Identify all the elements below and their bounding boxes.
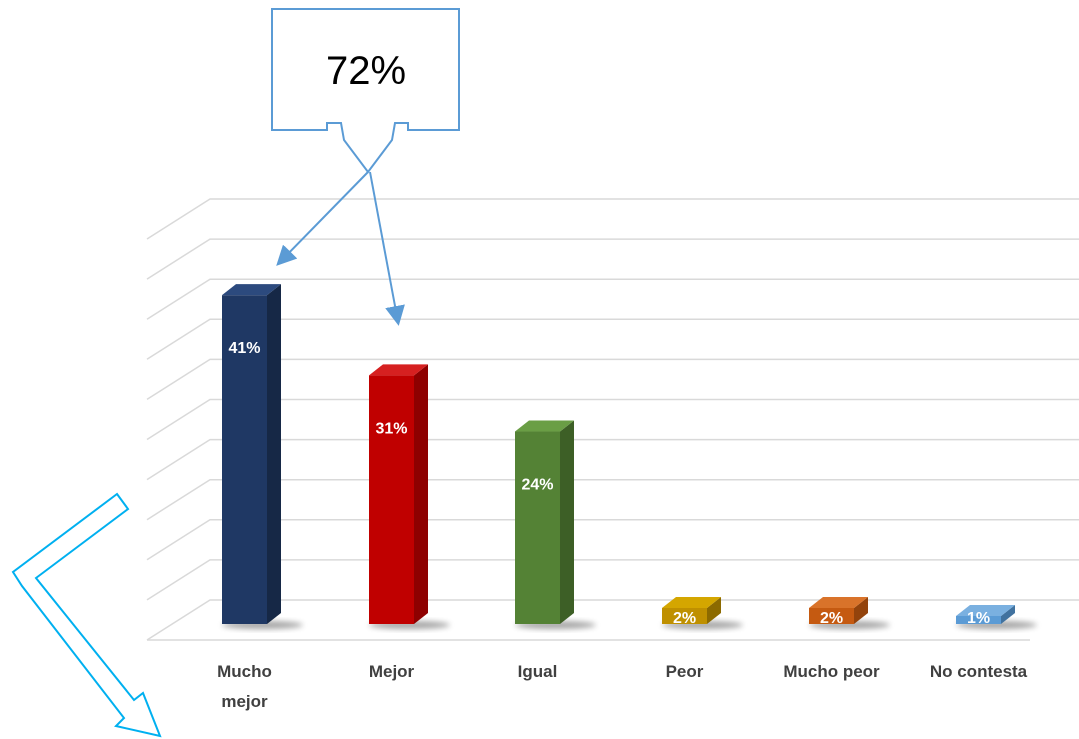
callout: 72% xyxy=(271,8,460,174)
callout-value: 72% xyxy=(326,49,406,93)
bar-mejor xyxy=(369,364,428,624)
bar-top xyxy=(662,596,721,608)
bars xyxy=(222,284,1015,624)
gridline xyxy=(146,599,1079,641)
callout-shape xyxy=(271,8,460,174)
bar-front xyxy=(809,607,854,624)
bar-front xyxy=(515,431,560,624)
value-labels: 41% 31% 24% 2% 2% 1% xyxy=(228,340,990,627)
category-label: Mucho peor xyxy=(783,662,880,681)
data-label: 2% xyxy=(673,610,696,627)
gridline xyxy=(146,559,1079,601)
bent-arrow-icon xyxy=(11,492,162,738)
category-label: Mucho mejor xyxy=(217,662,272,711)
data-label: 41% xyxy=(228,340,260,357)
bar-side xyxy=(707,596,721,624)
bar-shadows xyxy=(222,621,1037,629)
bar-mucho-peor xyxy=(809,596,868,624)
gridline xyxy=(146,478,1079,521)
bar-front xyxy=(369,375,414,624)
bar-top xyxy=(369,364,428,376)
bar-front xyxy=(222,295,267,624)
bar-top xyxy=(515,420,574,432)
callout-arrow-right xyxy=(369,171,405,326)
callout-arrow-left xyxy=(276,171,369,266)
data-label: 2% xyxy=(820,610,843,627)
gridline xyxy=(146,519,1079,561)
bar-side xyxy=(854,596,868,624)
bar-front xyxy=(956,615,1001,624)
gridline xyxy=(146,198,1079,240)
category-label: Mejor xyxy=(369,662,415,681)
gridline xyxy=(146,318,1079,360)
bar-front xyxy=(662,607,707,624)
category-label: Peor xyxy=(666,662,704,681)
category-labels: Mucho mejor Mejor Igual Peor Mucho peor No con… xyxy=(217,662,1028,711)
data-label: 1% xyxy=(967,610,990,627)
bar-side xyxy=(414,364,428,624)
gridline xyxy=(146,398,1079,441)
category-label: Igual xyxy=(518,662,558,681)
gridline xyxy=(146,358,1079,401)
category-label: No contesta xyxy=(930,662,1028,681)
bar-peor xyxy=(662,596,721,624)
bar-no-contesta xyxy=(956,604,1015,624)
bar-side xyxy=(1001,604,1015,624)
bar-mucho-mejor xyxy=(222,284,281,624)
gridline xyxy=(146,238,1079,280)
data-label: 31% xyxy=(375,420,407,437)
bar-igual xyxy=(515,420,574,624)
bar-top xyxy=(956,604,1015,616)
bar-side xyxy=(267,284,281,624)
bar-top xyxy=(809,596,868,608)
bar-top xyxy=(222,284,281,296)
data-label: 24% xyxy=(521,477,553,494)
gridlines xyxy=(146,198,1079,641)
gridline xyxy=(146,278,1079,320)
gridline xyxy=(146,438,1079,481)
bar-side xyxy=(560,420,574,624)
